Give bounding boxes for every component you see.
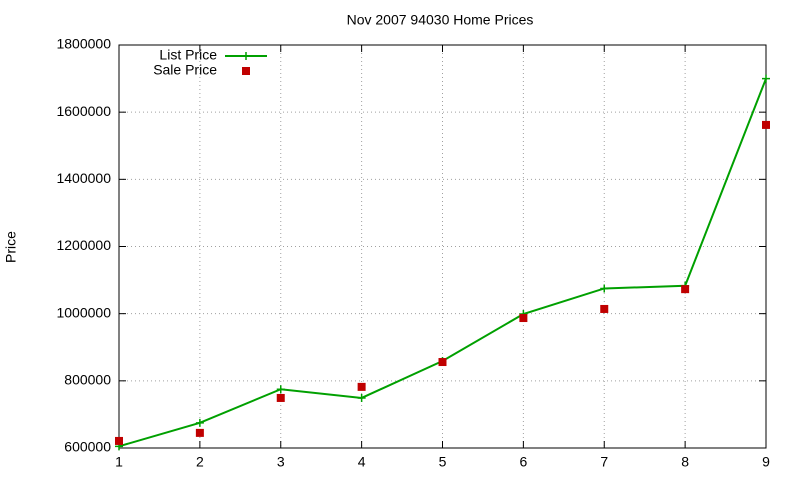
data-point (195, 418, 204, 427)
x-tick-label: 4 (358, 454, 366, 470)
x-tick-label: 1 (115, 454, 123, 470)
data-point (357, 393, 366, 402)
x-tick-label: 2 (196, 454, 204, 470)
data-point (195, 428, 204, 437)
data-point (519, 314, 528, 323)
y-tick-label: 1000000 (56, 304, 111, 320)
data-point (681, 285, 690, 294)
x-tick-label: 9 (762, 454, 770, 470)
data-point (762, 74, 770, 83)
data-point (762, 120, 770, 129)
data-point (357, 382, 366, 391)
data-point (276, 393, 285, 402)
x-tick-label: 5 (439, 454, 447, 470)
y-tick-label: 1400000 (56, 170, 111, 186)
y-tick-label: 1200000 (56, 237, 111, 253)
y-tick-label: 1800000 (56, 36, 111, 52)
data-point (276, 385, 285, 394)
x-tick-label: 7 (600, 454, 608, 470)
x-tick-label: 8 (681, 454, 689, 470)
y-axis-label: Price (3, 231, 19, 263)
x-tick-label: 3 (277, 454, 285, 470)
y-tick-label: 800000 (64, 372, 111, 388)
legend-label: Sale Price (153, 62, 217, 78)
x-tick-label: 6 (519, 454, 527, 470)
plot-border (118, 44, 767, 449)
data-point (115, 436, 123, 445)
data-point (438, 358, 447, 367)
legend-marker (242, 67, 250, 75)
legend-marker (242, 52, 250, 60)
y-tick-label: 1600000 (56, 103, 111, 119)
chart-title: Nov 2007 94030 Home Prices (347, 12, 534, 28)
data-point (600, 304, 609, 313)
y-tick-label: 600000 (64, 439, 111, 455)
data-point (600, 284, 609, 293)
legend-label: List Price (159, 47, 217, 63)
